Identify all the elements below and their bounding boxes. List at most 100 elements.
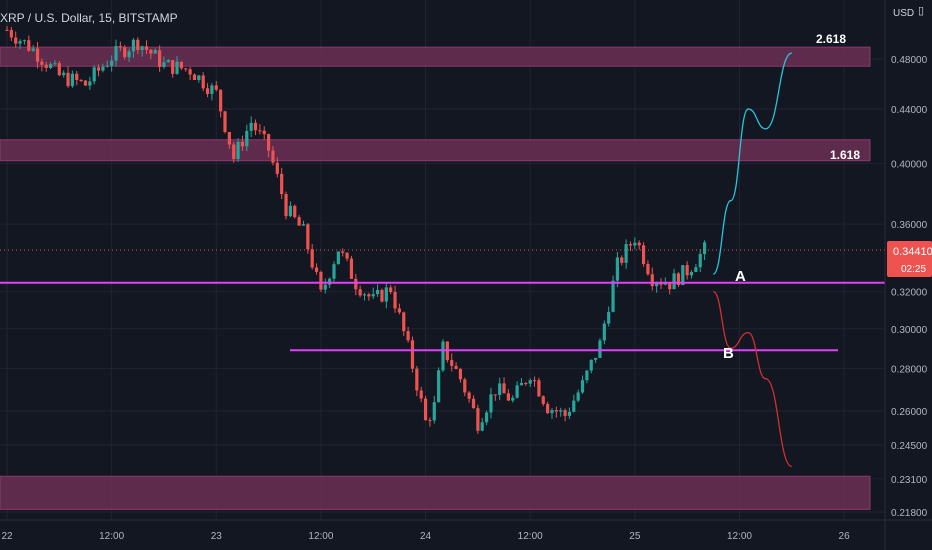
candle-body bbox=[197, 75, 201, 81]
price-tick-label: 0.28000 bbox=[891, 364, 928, 375]
candle-body bbox=[18, 41, 22, 44]
candle-body bbox=[655, 283, 659, 287]
projection-down-path bbox=[712, 291, 793, 468]
candle-body bbox=[188, 69, 192, 75]
candle-body bbox=[397, 308, 401, 313]
candle-body bbox=[9, 30, 13, 38]
candle-body bbox=[641, 245, 646, 264]
candle-body bbox=[594, 357, 598, 360]
candle-body bbox=[232, 144, 236, 159]
candle-body bbox=[362, 294, 367, 296]
candle-body bbox=[280, 173, 284, 195]
candle-body bbox=[519, 382, 524, 386]
candle-body bbox=[35, 48, 40, 62]
candle-body bbox=[541, 396, 545, 404]
candle-body bbox=[554, 410, 558, 412]
candle-body bbox=[253, 122, 258, 131]
candle-body bbox=[458, 368, 463, 380]
candle-body bbox=[624, 244, 628, 263]
candle-body bbox=[267, 134, 271, 151]
candle-body bbox=[14, 37, 18, 44]
candle-body bbox=[223, 111, 227, 133]
candle-body bbox=[511, 397, 515, 401]
fib-label-1618: 1.618 bbox=[830, 148, 860, 162]
candle-body bbox=[275, 162, 279, 174]
candle-body bbox=[245, 130, 249, 147]
candle-body bbox=[703, 242, 707, 255]
candle-body bbox=[589, 359, 593, 371]
candle-body bbox=[432, 402, 436, 421]
candle-body bbox=[406, 331, 410, 341]
candle-body bbox=[532, 380, 537, 382]
symbol-title[interactable]: XRP / U.S. Dollar, 15, BITSTAMP bbox=[0, 11, 178, 25]
candle-body bbox=[423, 398, 428, 421]
candle-body bbox=[297, 217, 301, 226]
price-tick-label: 0.24500 bbox=[891, 441, 928, 452]
candle-body bbox=[40, 61, 44, 65]
current-price-badge bbox=[887, 241, 932, 278]
candle-body bbox=[428, 420, 432, 422]
candle-body bbox=[367, 294, 371, 297]
candle-body bbox=[502, 383, 506, 394]
horizontal-levels bbox=[0, 281, 885, 352]
candle-body bbox=[49, 64, 53, 68]
candle-body bbox=[57, 63, 61, 76]
candle-body bbox=[611, 280, 615, 312]
candle-body bbox=[66, 72, 70, 87]
candle-body bbox=[219, 89, 223, 112]
currency-badge[interactable]: USD bbox=[893, 8, 915, 19]
candle-body bbox=[293, 205, 297, 218]
candle-body bbox=[668, 283, 672, 290]
candle-body bbox=[140, 46, 144, 50]
candle-body bbox=[22, 40, 27, 42]
price-tick-label: 0.44000 bbox=[891, 105, 928, 116]
candle-body bbox=[559, 410, 563, 412]
candle-body bbox=[118, 46, 122, 48]
candle-body bbox=[262, 130, 266, 135]
candle-body bbox=[685, 265, 689, 276]
candle-body bbox=[179, 61, 183, 69]
level-label-a: A bbox=[735, 268, 746, 285]
candle-body bbox=[689, 271, 694, 276]
candle-body bbox=[328, 278, 332, 285]
candle-body bbox=[301, 224, 306, 226]
candle-body bbox=[123, 47, 127, 58]
candle-body bbox=[101, 66, 105, 71]
candle-body bbox=[192, 74, 197, 81]
price-tick-label: 0.48000 bbox=[891, 55, 928, 66]
candle-body bbox=[485, 412, 489, 423]
candle-body bbox=[676, 273, 681, 286]
candle-body bbox=[572, 400, 576, 412]
candle-body bbox=[480, 422, 484, 431]
time-axis[interactable]: 22 12:00 23 12:00 24 12:00 25 12:00 26 bbox=[0, 519, 932, 542]
candle-body bbox=[96, 67, 101, 71]
candle-body bbox=[380, 289, 384, 302]
candle-body bbox=[607, 311, 611, 324]
candle-body bbox=[389, 287, 393, 293]
candle-body bbox=[524, 382, 528, 384]
candle-body bbox=[53, 63, 57, 65]
candle-body bbox=[31, 48, 35, 51]
candle-body bbox=[271, 150, 275, 163]
settings-icon[interactable]: ▯ bbox=[918, 5, 925, 17]
candle-body bbox=[384, 287, 388, 302]
candle-body bbox=[92, 67, 96, 82]
candle-body bbox=[70, 73, 74, 87]
candle-body bbox=[650, 274, 654, 287]
candlestick-series bbox=[0, 26, 885, 434]
candle-body bbox=[341, 251, 345, 253]
candle-body bbox=[580, 380, 585, 393]
candle-body bbox=[171, 60, 175, 74]
candle-body bbox=[506, 393, 510, 401]
candle-body bbox=[498, 383, 502, 395]
price-tick-label: 0.26000 bbox=[891, 407, 928, 418]
candle-body bbox=[79, 79, 83, 81]
level-label-b: B bbox=[723, 345, 734, 362]
candle-body bbox=[175, 61, 179, 74]
time-tick-label: 25 bbox=[629, 531, 641, 542]
candle-body bbox=[127, 51, 131, 58]
price-tick-label: 0.23100 bbox=[891, 475, 928, 486]
price-axis[interactable]: 0.48000 0.44000 0.40000 0.36000 0.32000 0.300… bbox=[884, 0, 932, 550]
price-zone bbox=[0, 46, 871, 67]
